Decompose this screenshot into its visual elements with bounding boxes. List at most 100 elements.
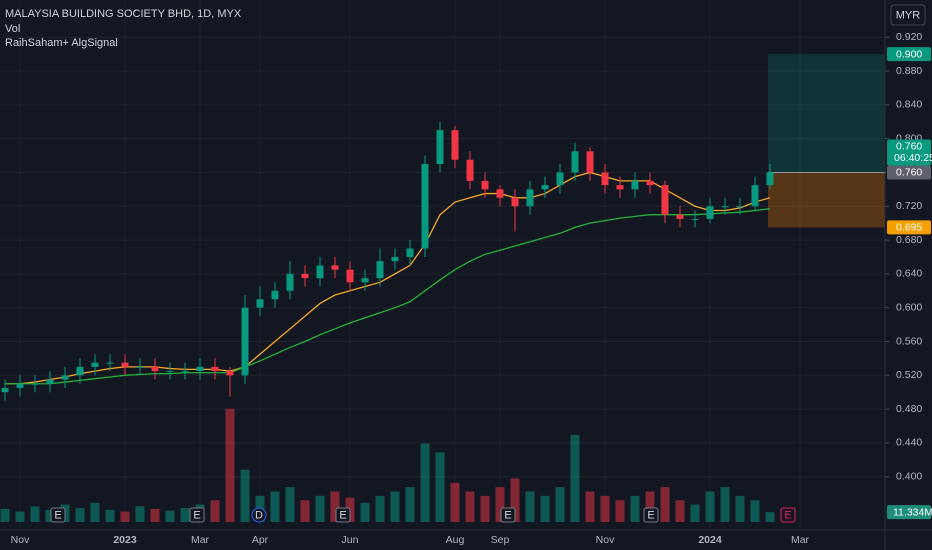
candle-body — [736, 206, 744, 208]
last-price-label: 0.760 — [896, 141, 922, 153]
indicator-label: RaihSaham+ AlgSignal — [5, 37, 118, 49]
volume-badge — [887, 505, 931, 520]
volume-bar — [150, 508, 160, 522]
volume-bar — [495, 487, 505, 522]
event-icon[interactable]: E — [189, 507, 205, 523]
volume-bar — [315, 495, 325, 522]
candle-body — [271, 290, 279, 300]
volume-bar — [240, 469, 250, 522]
volume-bar — [180, 508, 190, 522]
volume-bar — [750, 500, 760, 522]
x-tick-label: Mar — [791, 534, 810, 546]
volume-bar — [165, 510, 175, 522]
candle-body — [646, 180, 654, 186]
volume-bar — [720, 487, 730, 522]
candle-body — [211, 366, 219, 372]
chart-title: MALAYSIA BUILDING SOCIETY BHD, 1D, MYX — [5, 8, 242, 20]
candle-body — [601, 172, 609, 186]
volume-bar — [585, 491, 595, 522]
candle-body — [196, 366, 204, 372]
volume-bar — [660, 487, 670, 522]
y-tick-label: 0.600 — [896, 301, 922, 313]
stop-badge — [887, 220, 931, 235]
candle-body — [541, 185, 549, 190]
event-icon[interactable]: E — [50, 507, 66, 523]
candle-body — [526, 189, 534, 207]
volume-bar — [600, 495, 610, 522]
candle-body — [376, 261, 384, 279]
candle-body — [406, 248, 414, 257]
candle-body — [676, 214, 684, 219]
volume-bar — [465, 491, 475, 522]
candle-body — [556, 172, 564, 186]
y-tick-label: 0.400 — [896, 471, 922, 483]
volume-bar — [690, 504, 700, 522]
x-tick-label: Nov — [11, 534, 30, 546]
candle-body — [1, 387, 9, 393]
candle-body — [766, 172, 774, 186]
volume-bar — [405, 487, 415, 522]
candle-body — [361, 278, 369, 283]
volume-bar — [735, 495, 745, 522]
volume-bar — [420, 443, 430, 522]
candle-body — [226, 371, 234, 376]
volume-bar — [225, 408, 235, 522]
candle-body — [136, 366, 144, 368]
volume-bar — [675, 500, 685, 522]
candle-body — [721, 206, 729, 208]
volume-bar — [450, 482, 460, 522]
y-tick-label: 0.840 — [896, 99, 922, 111]
event-label: E — [647, 509, 654, 521]
event-icon[interactable]: D — [251, 507, 267, 523]
volume-bar — [360, 502, 370, 522]
candle-body — [16, 383, 24, 388]
candle-body — [31, 383, 39, 385]
event-label: D — [255, 509, 263, 521]
candle-body — [436, 130, 444, 164]
event-icon[interactable]: E — [335, 507, 351, 523]
volume-bar — [30, 506, 40, 522]
position-tool — [768, 54, 885, 228]
event-label: E — [784, 509, 791, 521]
candle-body — [331, 265, 339, 270]
moving-average — [5, 171, 771, 385]
volume-bar — [285, 487, 295, 522]
event-label: E — [193, 509, 200, 521]
candle-body — [631, 180, 639, 190]
candle-body — [91, 362, 99, 367]
target-badge — [887, 47, 931, 62]
volume-bar — [135, 506, 145, 522]
candle-body — [691, 218, 699, 220]
candle-body — [511, 197, 519, 207]
event-icon[interactable]: E — [500, 507, 516, 523]
candle-body — [61, 375, 69, 380]
event-label: E — [504, 509, 511, 521]
candle-body — [121, 362, 129, 367]
candle-body — [181, 371, 189, 373]
y-tick-label: 0.560 — [896, 335, 922, 347]
candle-body — [151, 366, 159, 372]
candle-body — [751, 185, 759, 207]
volume-bar — [330, 491, 340, 522]
candle-body — [391, 256, 399, 262]
volume-bar — [645, 491, 655, 522]
event-icon[interactable]: E — [780, 507, 796, 523]
currency-button[interactable]: MYR — [890, 4, 926, 26]
x-tick-label: Jun — [342, 534, 359, 546]
candle-body — [481, 180, 489, 190]
x-tick-label: 2024 — [698, 534, 722, 546]
event-icon[interactable]: E — [643, 507, 659, 523]
events: E D E E E E E — [50, 507, 796, 523]
y-tick-label: 0.680 — [896, 234, 922, 246]
target-zone — [768, 54, 885, 173]
volume-bar — [75, 508, 85, 522]
entry-badge — [887, 165, 931, 180]
y-tick-label: 0.520 — [896, 369, 922, 381]
candles — [1, 121, 774, 401]
grid — [0, 0, 885, 530]
candle-body — [106, 362, 114, 364]
candle-body — [166, 371, 174, 373]
volume-bar — [510, 478, 520, 522]
volume-bar — [120, 511, 130, 522]
